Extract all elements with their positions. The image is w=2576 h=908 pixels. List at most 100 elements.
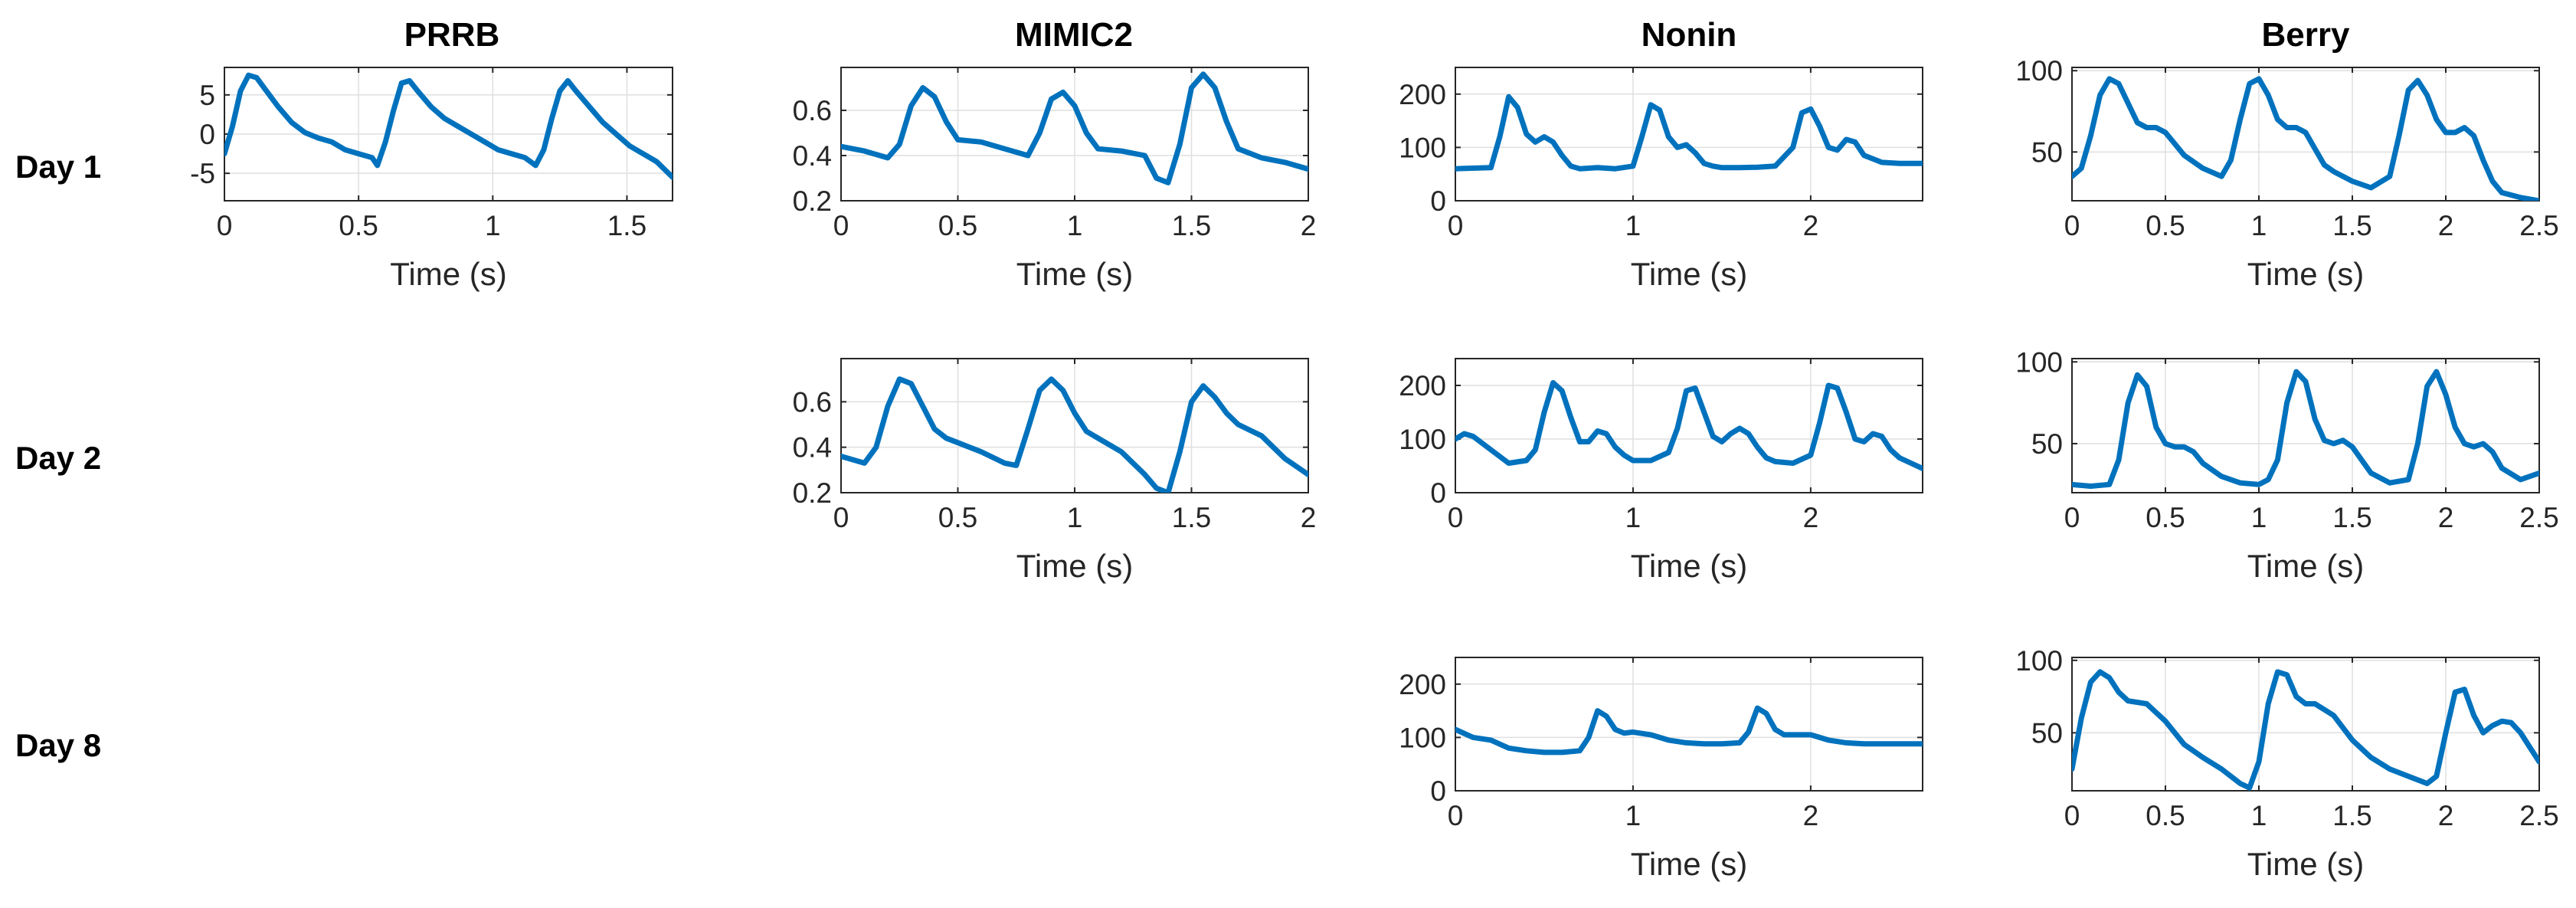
x-tick-label: 0 <box>1448 800 1464 831</box>
x-tick-label: 0 <box>2064 210 2080 241</box>
x-tick-label: 2 <box>1301 502 1317 533</box>
ppg-waveform-line <box>2072 76 2539 201</box>
x-tick-label: 1 <box>1625 210 1642 241</box>
ppg-waveform-line <box>2072 669 2539 791</box>
x-tick-label: 0.5 <box>2146 210 2185 241</box>
subplot-berry-day1: 0 0.5 1 1.5 2 2.5 50 100 Time (s) <box>2015 55 2558 292</box>
x-tick-label: 0 <box>2064 502 2080 533</box>
x-tick-label: 1.5 <box>2332 502 2371 533</box>
x-tick-label: 0.5 <box>938 210 977 241</box>
plot-area <box>1455 657 1923 792</box>
plot-area <box>1455 67 1923 202</box>
subplot-nonin-day8: 0 1 2 0 100 200 Time (s) <box>1399 657 1923 882</box>
x-tick-label: 1 <box>2251 800 2267 831</box>
x-tick-label: 0 <box>1448 210 1464 241</box>
row-label-day-8: Day 8 <box>15 727 101 763</box>
x-tick-label: 2.5 <box>2519 502 2558 533</box>
ppg-waveform-line <box>1455 705 1923 756</box>
x-tick-label: 2 <box>1301 210 1317 241</box>
x-tick-label: 1.5 <box>607 210 646 241</box>
x-tick-label: 1.5 <box>1172 210 1211 241</box>
x-axis-label: Time (s) <box>1016 548 1133 584</box>
x-tick-label: 1 <box>485 210 501 241</box>
x-tick-label: 2 <box>2438 210 2454 241</box>
x-tick-label: 1.5 <box>1172 502 1211 533</box>
y-tick-label: 0 <box>199 119 215 150</box>
y-tick-label: 100 <box>1399 424 1446 455</box>
subplot-berry-day8: 0 0.5 1 1.5 2 2.5 50 100 Time (s) <box>2015 645 2558 882</box>
x-tick-label: 0 <box>833 210 849 241</box>
subplot-berry-day2: 0 0.5 1 1.5 2 2.5 50 100 Time (s) <box>2015 346 2558 584</box>
x-tick-label: 0 <box>833 502 849 533</box>
row-label-day-1: Day 1 <box>15 149 101 185</box>
y-tick-label: 100 <box>1399 132 1446 163</box>
x-axis-label: Time (s) <box>2247 256 2364 292</box>
x-axis-label: Time (s) <box>390 256 506 292</box>
y-tick-label: 100 <box>2015 346 2063 378</box>
x-tick-label: 1 <box>1067 210 1083 241</box>
y-tick-label: 100 <box>2015 55 2063 87</box>
y-tick-label: 50 <box>2031 136 2063 168</box>
y-tick-label: 0 <box>1430 775 1446 807</box>
subplot-nonin-day1: 0 1 2 0 100 200 Time (s) <box>1399 67 1923 292</box>
x-tick-label: 1 <box>1625 502 1642 533</box>
x-tick-label: 2.5 <box>2519 800 2558 831</box>
subplot-mimic2-day1: 0 0.5 1 1.5 2 0.2 0.4 0.6 Time (s) <box>793 67 1317 292</box>
y-tick-label: 100 <box>1399 722 1446 753</box>
column-title-mimic2: MIMIC2 <box>1015 16 1133 54</box>
x-tick-label: 1 <box>2251 210 2267 241</box>
subplot-mimic2-day2: 0 0.5 1 1.5 2 0.2 0.4 0.6 Time (s) <box>793 358 1317 584</box>
x-axis-label: Time (s) <box>2247 846 2364 882</box>
x-tick-label: 2 <box>1803 800 1819 831</box>
x-tick-label: 0.5 <box>2146 502 2185 533</box>
ppg-waveform-line <box>2072 369 2539 489</box>
y-tick-label: 0.6 <box>793 386 832 418</box>
y-tick-label: 0.6 <box>793 95 832 126</box>
axes-frame <box>1455 657 1923 792</box>
axes-frame <box>1455 67 1923 202</box>
subplot-nonin-day2: 0 1 2 0 100 200 Time (s) <box>1399 358 1923 584</box>
axes-frame <box>2071 358 2540 493</box>
x-tick-label: 2 <box>2438 800 2454 831</box>
x-tick-label: 1 <box>2251 502 2267 533</box>
axes-frame <box>2071 657 2540 792</box>
y-tick-label: 0 <box>1430 185 1446 217</box>
y-tick-label: 100 <box>2015 645 2063 677</box>
x-tick-label: 0 <box>217 210 233 241</box>
x-tick-label: 2 <box>1803 502 1819 533</box>
x-tick-label: 0 <box>1448 502 1464 533</box>
x-axis-label: Time (s) <box>1016 256 1133 292</box>
x-axis-label: Time (s) <box>1631 846 1747 882</box>
ppg-waveform-line <box>1455 93 1923 172</box>
y-tick-label: 0.4 <box>793 432 832 464</box>
x-tick-label: 1 <box>1067 502 1083 533</box>
column-title-prrb: PRRB <box>404 16 500 54</box>
y-tick-label: 50 <box>2031 428 2063 460</box>
x-tick-label: 0.5 <box>339 210 378 241</box>
y-tick-label: 5 <box>199 80 215 111</box>
ppg-waveform-line <box>224 72 673 180</box>
column-title-nonin: Nonin <box>1642 16 1737 54</box>
y-tick-label: 0.4 <box>793 140 832 172</box>
x-tick-label: 1 <box>1625 800 1642 831</box>
x-tick-label: 2.5 <box>2519 210 2558 241</box>
row-label-day-2: Day 2 <box>15 440 101 476</box>
axes-frame <box>2071 67 2540 202</box>
y-tick-label: 50 <box>2031 717 2063 749</box>
column-title-berry: Berry <box>2262 16 2350 54</box>
plot-area <box>2071 657 2540 792</box>
y-tick-label: 200 <box>1399 669 1446 700</box>
ppg-waveform-line <box>841 376 1308 493</box>
x-axis-label: Time (s) <box>1631 256 1747 292</box>
y-tick-label: 200 <box>1399 79 1446 110</box>
x-tick-label: 0.5 <box>2146 800 2185 831</box>
x-tick-label: 1.5 <box>2332 800 2371 831</box>
x-tick-label: 2 <box>2438 502 2454 533</box>
y-tick-label: -5 <box>190 158 215 189</box>
ppg-waveform-line <box>841 71 1308 185</box>
x-axis-label: Time (s) <box>1631 548 1747 584</box>
x-axis-label: Time (s) <box>2247 548 2364 584</box>
